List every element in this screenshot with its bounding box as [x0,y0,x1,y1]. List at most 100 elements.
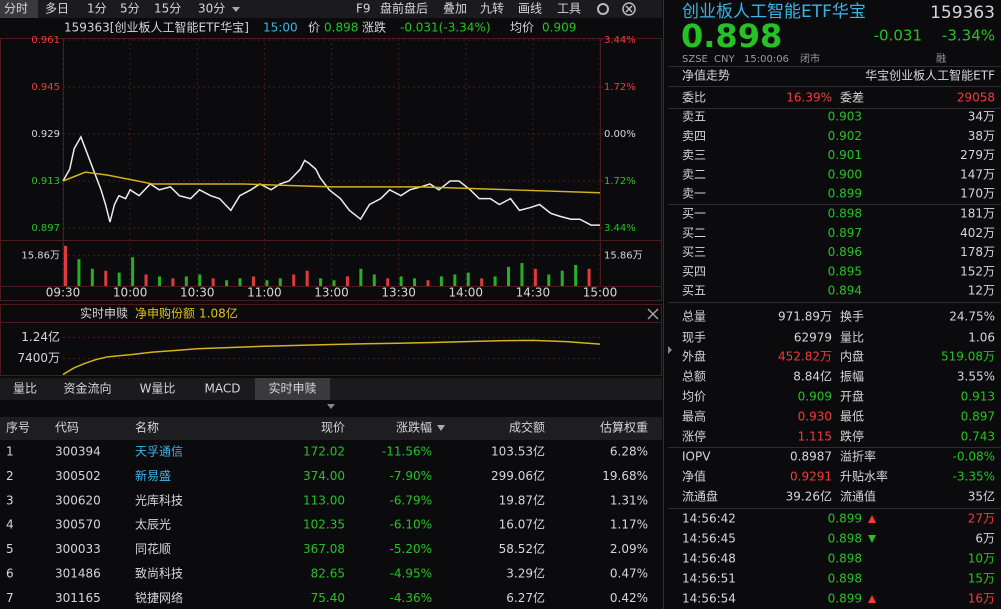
nav-link[interactable]: 净值走势 [682,68,730,83]
close-icon[interactable] [622,2,636,16]
order-volume: 170万 [960,187,995,201]
column-header[interactable]: 成交额 [509,420,545,435]
volume-bar [305,270,309,286]
table-cell: 2.09% [610,542,648,556]
order-price: 0.903 [828,110,862,124]
toolbar-tab[interactable]: 15分 [154,2,181,16]
order-volume: 178万 [960,245,995,259]
order-side: 买一 [682,207,706,221]
y-tick-label: 0.913 [31,176,60,187]
stat-label: 换手 [840,310,864,324]
tab[interactable]: MACD [205,382,241,396]
label: 涨跌 [362,20,386,35]
expand-icon[interactable] [327,404,335,409]
toolbar-tool[interactable]: 画线 [518,2,542,16]
stat-value: 0.743 [961,430,995,444]
volume-bar [171,278,175,286]
toolbar-tool[interactable]: 叠加 [443,2,467,16]
order-side: 买三 [682,245,706,259]
volume-bar [77,259,81,286]
quote-code: 159363 [930,3,995,23]
toolbar-tab[interactable]: 5分 [120,2,140,16]
column-header[interactable]: 名称 [135,420,159,435]
column-header[interactable]: 估算权重 [600,420,648,435]
table-cell: 4 [6,518,14,532]
close-icon[interactable] [647,308,659,320]
volume-bar [413,278,417,286]
settings-icon[interactable] [597,3,609,15]
dropdown-icon[interactable] [232,7,240,12]
toolbar-tab[interactable]: 多日 [45,2,69,16]
table-cell: 299.06亿 [491,468,545,483]
volume-bar [520,263,524,286]
order-volume: 34万 [968,110,995,124]
table-cell: 301486 [55,567,101,581]
security-name: 159363[创业板人工智能ETF华宝] [64,20,249,35]
order-side: 卖四 [682,129,706,143]
table-cell: 致尚科技 [135,567,183,581]
stat-value: 0.8987 [790,450,832,464]
x-tick-label: 14:30 [516,286,551,300]
volume-bar [131,257,135,286]
tag: 融 [936,53,946,65]
collapse-icon[interactable] [668,346,672,354]
table-cell: 300033 [55,542,101,556]
table-cell: 太辰光 [135,517,171,532]
tab[interactable]: 资金流向 [63,381,111,396]
volume-bar [587,268,591,286]
toolbar-tool[interactable]: 盘前盘后 [380,1,428,16]
tick-time: 14:56:48 [682,552,736,566]
stat-value: -3.35% [953,470,995,484]
order-side: 卖三 [682,148,706,162]
market: SZSE [682,54,708,65]
table-cell: 82.65 [311,567,345,581]
toolbar-tool[interactable]: 九转 [480,1,504,16]
stat-label: 内盘 [840,349,864,364]
tab[interactable]: 量比 [13,382,37,396]
status: 闭市 [800,52,820,65]
stat-value: 0.930 [798,410,832,424]
tick-price: 0.899 [828,592,862,606]
tick-price: 0.899 [828,512,862,526]
order-volume: 181万 [960,207,995,221]
series-line [62,171,601,194]
toolbar-tab[interactable]: 1分 [87,2,107,16]
toolbar-tab[interactable]: 30分 [198,2,225,16]
table-cell: 19.87亿 [499,492,545,507]
order-side: 买五 [682,284,706,298]
tab[interactable]: W量比 [140,382,176,396]
y2-tick-label: 3.44% [604,223,636,234]
table-cell: 113.00 [303,493,345,507]
toolbar-tool[interactable]: F9 [356,2,371,16]
toolbar-tab[interactable]: 分时 [4,2,28,16]
stat-value: 35亿 [968,489,995,504]
table-cell: 16.07亿 [499,517,545,532]
subchart-title: 实时申赎 [80,306,128,321]
column-header[interactable]: 序号 [6,420,30,435]
table-cell: 3.29亿 [506,566,545,581]
tab[interactable]: 实时申赎 [268,381,316,396]
column-header[interactable]: 代码 [55,421,79,435]
sort-icon[interactable] [437,425,445,431]
change: -0.031(-3.34%) [400,21,491,35]
table-cell: 天孚通信 [135,445,183,459]
table-cell: 58.52亿 [499,541,545,556]
column-header[interactable]: 现价 [321,421,345,435]
table-cell: 300394 [55,445,101,459]
stat-label: 委差 [840,91,864,105]
stat-label: 最高 [682,409,706,424]
table-cell: 0.42% [610,591,648,605]
stat-value: 3.55% [957,370,995,384]
volume-bar [386,278,390,286]
toolbar-tool[interactable]: 工具 [557,2,581,16]
stat-label: 量比 [840,331,864,345]
y2-tick-label: 15.86万 [604,251,643,262]
table-cell: -11.56% [382,445,432,459]
subchart-label: 净申购份额 [135,306,195,321]
tick-time: 14:56:42 [682,512,736,526]
table-cell: 300620 [55,493,101,507]
column-header[interactable]: 涨跌幅 [396,420,432,435]
series-line [62,339,601,376]
order-price: 0.895 [828,264,862,278]
